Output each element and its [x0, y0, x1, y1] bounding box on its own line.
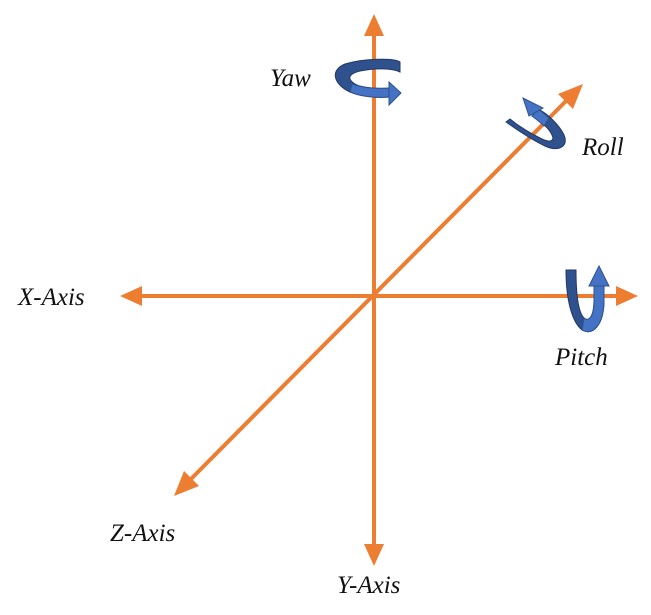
x-axis-left-arrowhead	[120, 286, 142, 306]
roll-label: Roll	[582, 134, 624, 161]
z-axis-bottom-arrowhead	[174, 471, 199, 496]
pitch-label: Pitch	[555, 344, 608, 371]
yaw-rotation-arrow	[335, 58, 402, 107]
y-axis-line	[364, 14, 384, 566]
x-axis-line	[120, 286, 638, 306]
yaw-label: Yaw	[270, 65, 311, 92]
pitch-rotation-arrow	[565, 264, 610, 332]
y-axis-top-arrowhead	[364, 14, 384, 36]
y-axis-bottom-arrowhead	[364, 544, 384, 566]
x-axis-right-arrowhead	[616, 286, 638, 306]
z-axis-line	[174, 84, 583, 496]
z-axis-label: Z-Axis	[110, 520, 176, 547]
z-axis-top-arrowhead	[558, 84, 583, 109]
y-axis-label: Y-Axis	[337, 572, 401, 599]
roll-rotation-arrow	[505, 97, 566, 150]
x-axis-label: X-Axis	[18, 284, 85, 311]
